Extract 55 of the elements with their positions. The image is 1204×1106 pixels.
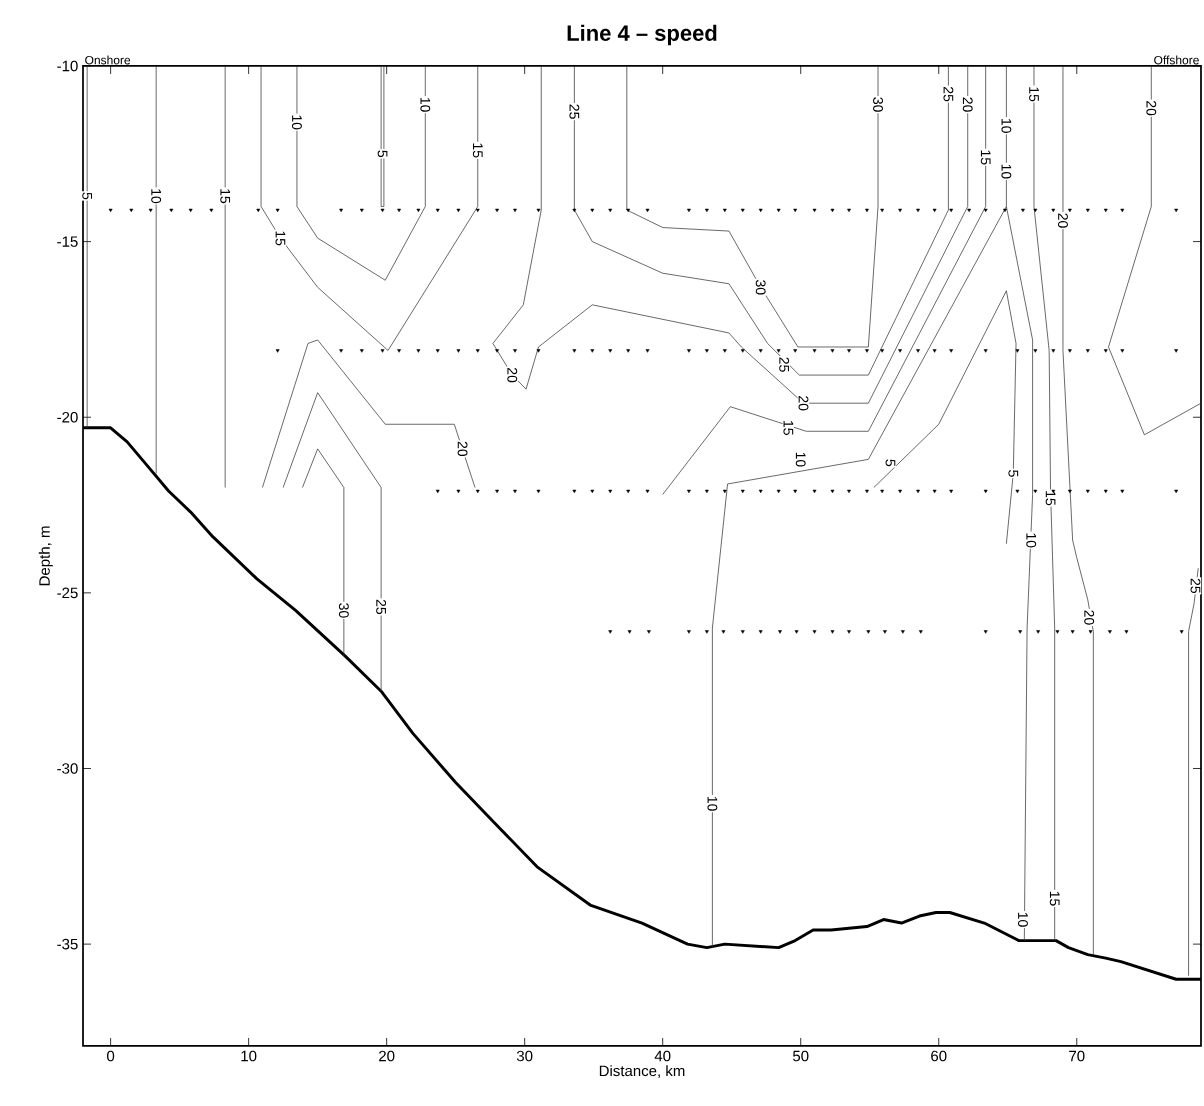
annotation: 15 (980, 150, 991, 165)
text: Offshore (1154, 55, 1199, 65)
annotation: 30 (338, 603, 349, 618)
annotation: 10 (291, 115, 302, 130)
annotation: 20 (1058, 213, 1068, 228)
annotation: 25 (943, 87, 954, 102)
annotation: 30 (755, 280, 766, 295)
x-tick-label: 60 (931, 1050, 947, 1062)
y-tick-label: -35 (57, 938, 78, 950)
annotation: 10 (420, 97, 431, 112)
y-tick-label: -30 (57, 763, 78, 774)
annotation: 10 (795, 452, 806, 467)
annotation: 15 (1045, 491, 1056, 506)
annotation: 25 (569, 104, 580, 119)
x-tick-label: 50 (792, 1050, 809, 1062)
x-tick-label: 0 (107, 1050, 115, 1062)
annotation: 15 (220, 189, 231, 204)
y-tick-label: -10 (57, 60, 78, 72)
annotation: 15 (1029, 87, 1039, 102)
annotation: 10 (1017, 912, 1028, 927)
y-tick-label: -25 (57, 587, 78, 599)
x-tick-label: 20 (379, 1050, 395, 1062)
annotation: 15 (1049, 891, 1060, 906)
annotation: 25 (1190, 578, 1201, 594)
annotation: 5 (1008, 470, 1019, 477)
annotation: 5 (377, 150, 388, 158)
x-tick-label: 30 (516, 1050, 533, 1062)
x-tick-label: 10 (241, 1050, 257, 1062)
annotation: 20 (1084, 610, 1095, 625)
annotation: 15 (472, 143, 483, 158)
annotation: 30 (873, 97, 883, 112)
x-tick-label: 40 (654, 1050, 671, 1062)
annotation: 5 (82, 192, 93, 200)
annotation: 20 (507, 368, 518, 383)
y-axis-title: Depth, m (38, 526, 53, 586)
annotation: 10 (1001, 118, 1012, 133)
x-tick-label: 70 (1069, 1050, 1085, 1062)
x-axis-title: Distance, km (599, 1065, 685, 1078)
annotation: 15 (275, 231, 286, 246)
y-tick-label: -15 (57, 236, 78, 247)
annotation: 20 (1146, 101, 1157, 116)
annotation: 5 (885, 459, 896, 467)
text: Onshore (85, 55, 131, 65)
annotation: 10 (1001, 164, 1012, 179)
chart-title: Line 4 – speed (567, 24, 717, 46)
annotation: 20 (798, 396, 809, 411)
annotation: 15 (783, 421, 794, 435)
annotation: 10 (151, 189, 162, 204)
annotation: 10 (707, 796, 718, 811)
annotation: 25 (376, 599, 387, 615)
annotation: 20 (457, 441, 468, 457)
annotation: 25 (779, 357, 790, 372)
annotation: 10 (1026, 533, 1037, 548)
annotation: 20 (962, 97, 973, 112)
y-tick-label: -20 (57, 411, 78, 423)
